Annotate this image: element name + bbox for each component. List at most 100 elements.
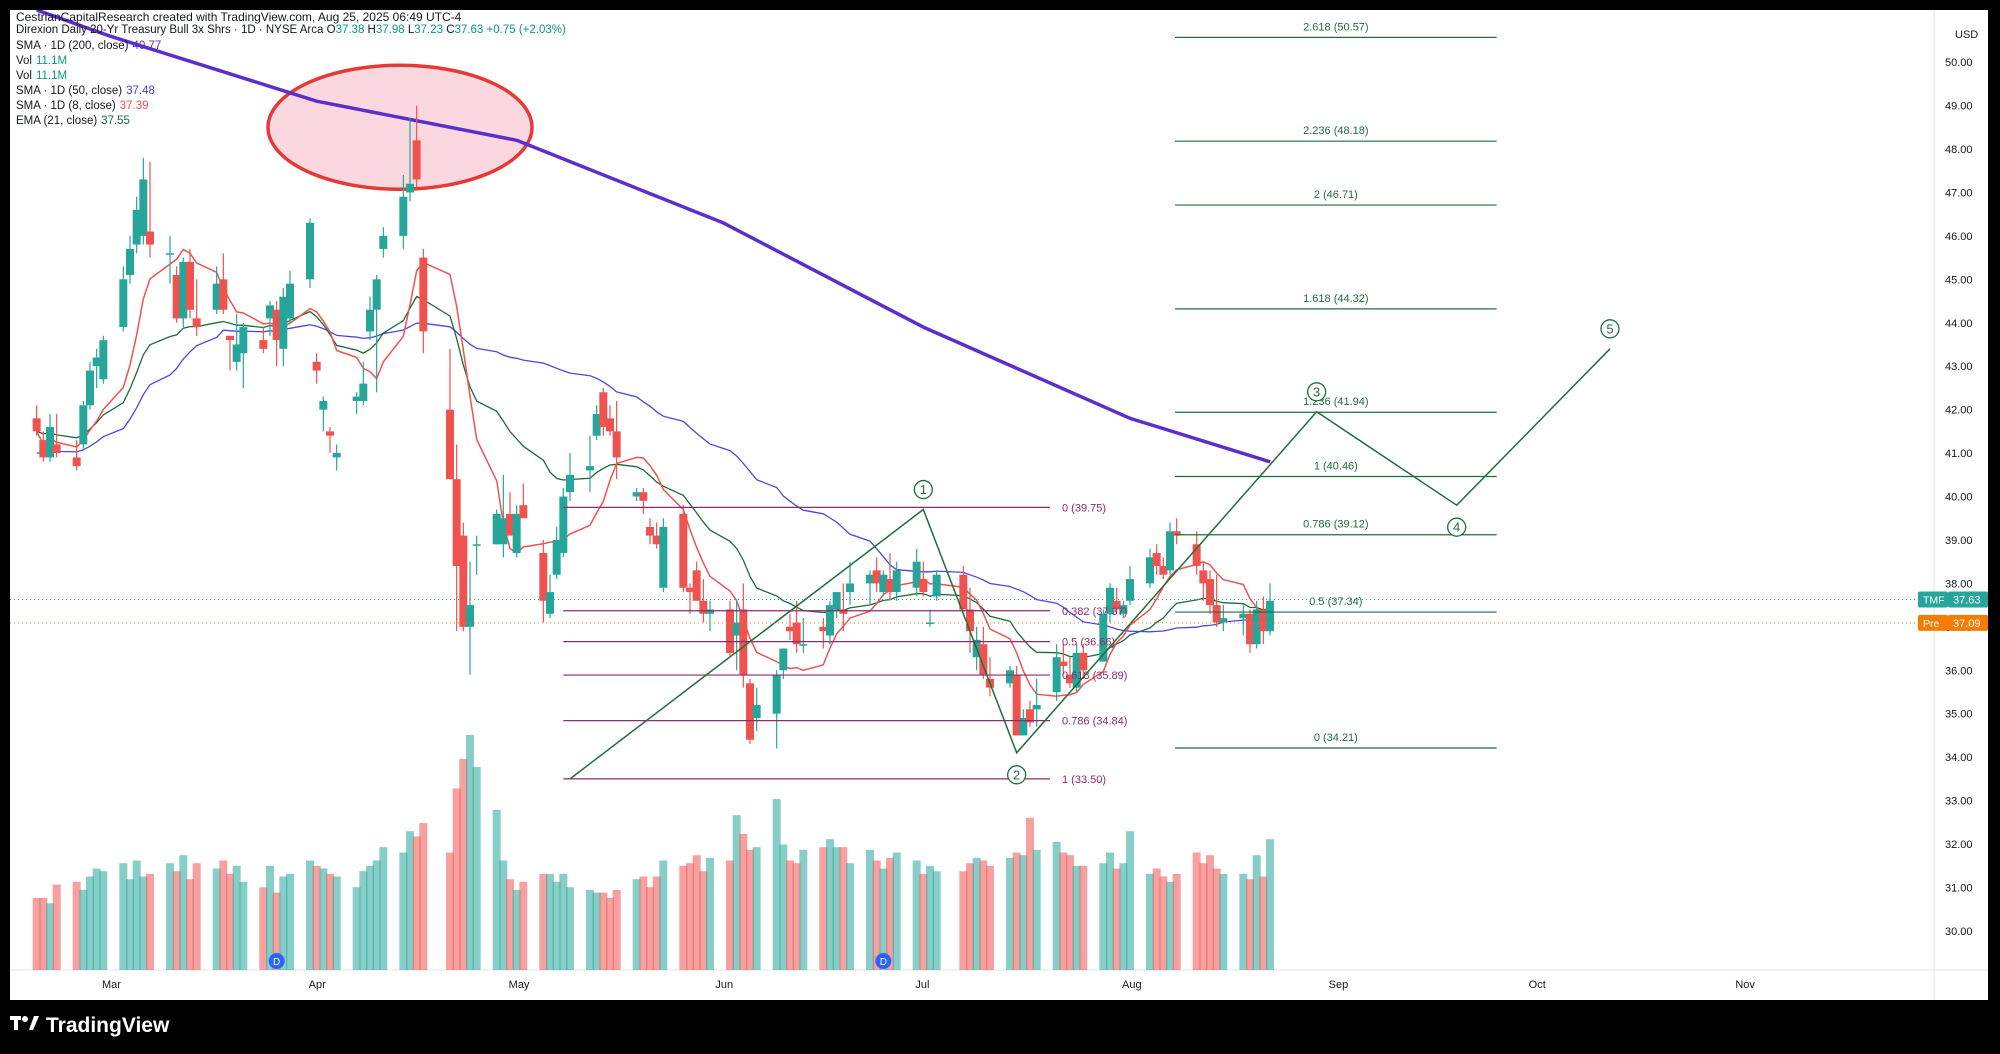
ohlc-readout: O37.38 H37.98 L37.23 C37.63 +0.75 (+2.03… [326,24,566,36]
fib-ext-label: 1.618 (44.32) [1303,293,1368,305]
price-tick-label: 36.00 [1945,665,1973,677]
legend-sma8[interactable]: SMA · 1D (8, close) 37.39 [16,100,149,112]
candle-body [266,305,274,319]
volume-bar [732,815,741,970]
candle-body [272,309,281,341]
volume-bar [466,735,474,970]
candle-body [239,327,248,354]
candle-body [319,400,328,410]
volume-bar [459,759,468,970]
fib-retrace-label: 0.382 (37.37) [1062,606,1127,618]
chart-panel[interactable]: USD 30.00 31.00 32.00 33.00 34.00 35.00 36.00 37… [10,10,1988,1000]
volume-bar [1252,855,1261,970]
candle-body [1099,613,1108,662]
candle-body [1126,579,1134,601]
price-tick-label: 42.00 [1945,405,1973,417]
volume-bar [186,879,194,970]
volume-bar [699,871,708,970]
volume-bar [39,897,48,970]
candle-body [1252,609,1261,645]
candle-body [39,440,48,458]
candle-body [606,418,614,432]
legend-ema21[interactable]: EMA (21, close) 37.55 [16,115,130,127]
candle-body [192,318,201,328]
volume-bar [792,863,801,970]
candle-body [312,361,321,371]
tradingview-logo[interactable]: TradingView [10,1014,169,1038]
volume-bar [646,887,654,970]
volume-bar [686,863,694,970]
candle-body [1012,674,1021,736]
candle-body [226,335,234,341]
candle-body [472,544,481,546]
candle-body [586,466,594,471]
candle-body [179,261,188,319]
dividend-marker-label: D [880,957,887,968]
volume-bar [172,871,181,970]
sma8-line [36,248,1271,698]
price-tick-label: 41.00 [1945,448,1973,460]
volume-bar [979,860,988,970]
volume-bar [1026,817,1034,970]
candle-body [32,418,41,432]
candle-body [552,539,561,575]
volume-bar [312,865,321,970]
volume-bar [612,889,621,970]
volume-bar [126,879,134,970]
volume-bar [1152,868,1161,970]
price-tick-label: 30.00 [1945,926,1973,938]
volume-bar [86,876,94,970]
elliott-wave-path [569,348,1611,780]
candle-body [232,344,241,362]
candle-body [879,574,888,593]
price-value-label: 37.09 [1953,618,1981,630]
volume-bar [826,839,834,970]
volume-bar [166,863,174,970]
candle-body [1106,587,1114,614]
candle-body [566,474,574,493]
volume-bar [46,903,54,970]
price-tick-label: 39.00 [1945,535,1973,547]
candle-body [686,587,694,593]
volume-bar [1099,863,1108,970]
volume-bar [419,823,428,970]
volume-bar [519,881,528,970]
volume-bar [659,860,668,970]
fib-ext-label: 1 (40.46) [1314,461,1358,473]
legend-vol-2[interactable]: Vol 11.1M [16,70,68,82]
legend-sma50[interactable]: SMA · 1D (50, close) 37.48 [16,85,155,97]
wave-label-circle [1307,382,1327,402]
price-tick-label: 43.00 [1945,361,1973,373]
legend-sma200[interactable]: SMA · 1D (200, close) 40.77 [16,40,162,52]
candle-body [786,626,794,632]
price-tick-label: 31.00 [1945,882,1973,894]
price-chart[interactable]: USD 30.00 31.00 32.00 33.00 34.00 35.00 36.00 37… [10,10,1988,1000]
volume-bar [706,857,714,970]
volume-bar [652,876,661,970]
wave-label-circle [1447,517,1467,537]
volume-bar [1219,873,1228,970]
candle-body [1119,605,1128,614]
candle-body [166,253,174,255]
volume-bar [932,871,941,970]
legend-vol-1[interactable]: Vol 11.1M [16,55,68,67]
volume-bar [1012,852,1021,970]
candle-body [559,496,568,553]
candle-body [512,513,521,553]
candle-body [732,622,741,636]
candle-body [772,674,781,714]
volume-bar [832,847,841,970]
candle-body [839,609,848,614]
candle-body [119,279,128,328]
volume-bar [1066,855,1074,970]
volume-bar [606,897,614,970]
time-tick-label: Oct [1529,979,1546,991]
volume-bar [592,892,601,970]
volume-bar [1119,863,1128,970]
time-tick-label: Jul [915,979,929,991]
volume-bar [1032,849,1041,970]
candle-body [599,392,608,428]
candle-body [892,570,901,593]
volume-bar [779,844,788,970]
volume-bar [912,860,921,970]
